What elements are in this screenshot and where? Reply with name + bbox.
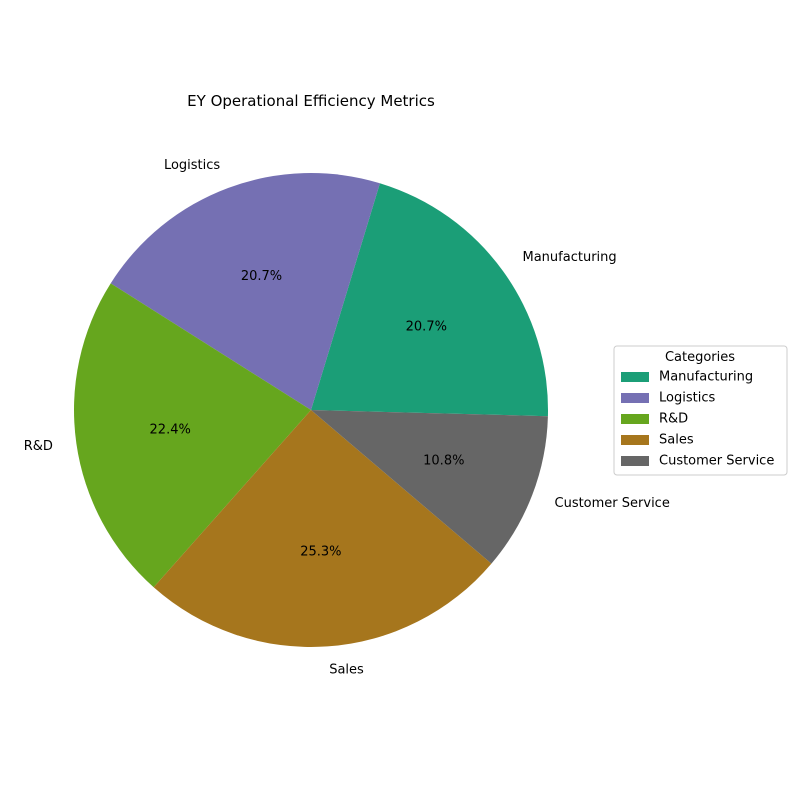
percent-labels: 20.7% 20.7% 22.4% 25.3% 10.8%	[150, 269, 465, 559]
legend-swatch-customer-service	[621, 456, 649, 466]
percent-label-randd: 22.4%	[150, 422, 191, 437]
percent-label-sales: 25.3%	[300, 544, 341, 559]
legend-label-logistics: Logistics	[659, 391, 715, 406]
legend-label-customer-service: Customer Service	[659, 454, 774, 469]
legend-swatch-randd	[621, 414, 649, 424]
slice-label-customer-service: Customer Service	[555, 496, 670, 511]
slice-label-randd: R&D	[24, 439, 53, 454]
pie-slice-customer-service	[311, 410, 548, 564]
slice-label-logistics: Logistics	[164, 158, 220, 173]
pie-slice-sales	[153, 410, 492, 647]
chart-title: EY Operational Efficiency Metrics	[187, 92, 435, 110]
legend-label-sales: Sales	[659, 433, 694, 448]
slice-label-sales: Sales	[329, 663, 364, 678]
legend-swatch-logistics	[621, 393, 649, 403]
legend-frame	[613, 345, 788, 476]
legend-label-randd: R&D	[659, 412, 688, 427]
legend: Categories Manufacturing Logistics R&D Sale…	[613, 345, 788, 476]
pie-slice-manufacturing	[311, 183, 549, 417]
legend-swatch-sales	[621, 435, 649, 445]
legend-title: Categories	[665, 350, 735, 365]
percent-label-logistics: 20.7%	[241, 269, 282, 284]
pie-slice-logistics	[110, 172, 380, 410]
legend-items: Manufacturing Logistics R&D Sales Customer S…	[621, 370, 774, 469]
pie-slices	[73, 172, 549, 647]
legend-swatch-manufacturing	[621, 372, 649, 382]
legend-label-manufacturing: Manufacturing	[659, 370, 753, 385]
slice-label-manufacturing: Manufacturing	[523, 250, 617, 265]
percent-label-manufacturing: 20.7%	[406, 319, 447, 334]
percent-label-customer-service: 10.8%	[423, 453, 464, 468]
pie-slice-randd	[73, 283, 311, 588]
category-labels: Manufacturing Logistics R&D Sales Customer S…	[24, 158, 670, 678]
